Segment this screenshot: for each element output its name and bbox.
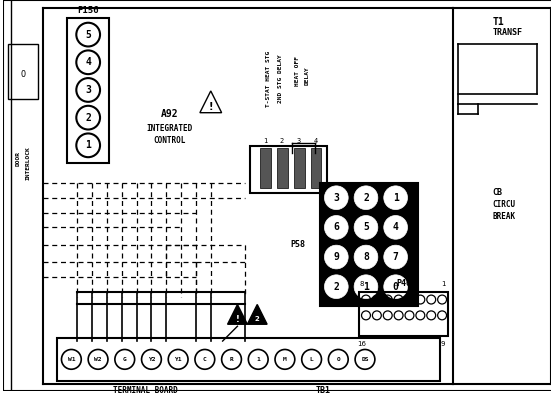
Text: 6: 6 [334,222,339,232]
Text: W1: W1 [68,357,75,362]
Circle shape [384,216,408,239]
Text: 2: 2 [363,193,369,203]
Text: CONTROL: CONTROL [153,136,186,145]
Text: 3: 3 [334,193,339,203]
Text: A92: A92 [161,109,178,118]
Text: 7: 7 [393,252,398,262]
Bar [320,183,418,307]
Bar [311,148,321,188]
Text: 4: 4 [85,57,91,67]
Circle shape [384,275,408,299]
Text: 4: 4 [314,138,317,144]
Circle shape [354,245,378,269]
Text: 8: 8 [360,281,365,287]
Text: 0: 0 [393,282,398,292]
Text: 2: 2 [85,113,91,122]
Text: !: ! [208,102,213,112]
Text: P156: P156 [78,6,99,15]
Text: Y1: Y1 [175,357,182,362]
Text: DS: DS [361,357,369,362]
Text: TRANSF: TRANSF [493,28,522,37]
Text: W2: W2 [94,357,102,362]
Text: R: R [230,357,233,362]
Text: O: O [20,70,25,79]
Bar [277,148,288,188]
Text: P46: P46 [396,279,411,288]
Text: 5: 5 [363,222,369,232]
Text: 9: 9 [441,341,445,347]
Text: HEAT OFF: HEAT OFF [295,56,300,86]
Text: 1: 1 [363,282,369,292]
Bar [57,338,440,381]
Text: 5: 5 [85,30,91,40]
Text: TERMINAL BOARD: TERMINAL BOARD [113,386,178,395]
Text: CIRCU: CIRCU [493,200,516,209]
Text: P58: P58 [290,240,305,249]
Text: 9: 9 [334,252,339,262]
Text: 2: 2 [255,316,260,322]
Text: T1: T1 [493,17,504,27]
Text: 3: 3 [296,138,301,144]
Text: TB1: TB1 [316,386,331,395]
Text: BREAK: BREAK [493,212,516,221]
Bar [68,18,109,163]
Text: L: L [310,357,314,362]
Text: 1: 1 [85,140,91,150]
Text: 2: 2 [334,282,339,292]
Circle shape [354,275,378,299]
Text: O: O [336,357,340,362]
Text: 1: 1 [257,357,260,362]
Text: T-STAT HEAT STG: T-STAT HEAT STG [265,51,270,107]
Text: 1: 1 [263,138,267,144]
Bar [260,148,271,188]
Text: 16: 16 [357,341,367,347]
Text: 8: 8 [363,252,369,262]
Polygon shape [247,305,267,324]
Text: 3: 3 [85,85,91,95]
Text: 1: 1 [441,281,445,287]
Circle shape [384,186,408,210]
Circle shape [354,216,378,239]
Circle shape [325,275,348,299]
Text: INTEGRATED: INTEGRATED [146,124,192,133]
Text: M: M [283,357,287,362]
Bar [294,148,305,188]
Text: !: ! [235,315,239,324]
Circle shape [384,245,408,269]
Polygon shape [228,305,247,324]
Text: INTERLOCK: INTERLOCK [25,146,30,180]
Text: C: C [203,357,207,362]
Text: 1: 1 [393,193,398,203]
Text: 4: 4 [393,222,398,232]
Bar [359,292,448,336]
Text: DELAY: DELAY [304,66,309,85]
Text: DOOR: DOOR [16,150,20,166]
Text: G: G [123,357,127,362]
Text: 2: 2 [280,138,284,144]
Circle shape [325,216,348,239]
Circle shape [325,186,348,210]
Circle shape [354,186,378,210]
Bar [250,146,327,193]
Text: Y2: Y2 [148,357,155,362]
Bar [8,45,38,99]
Text: CB: CB [493,188,502,197]
Text: 2ND STG DELAY: 2ND STG DELAY [279,55,284,103]
Circle shape [325,245,348,269]
